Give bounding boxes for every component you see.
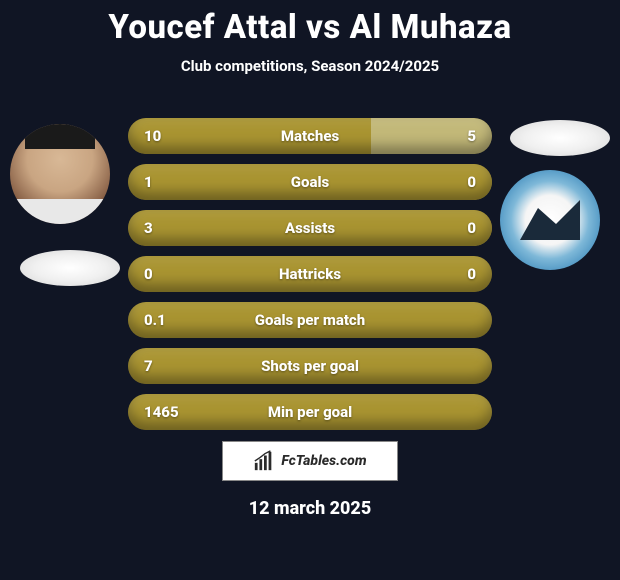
comparison-bars: 10Matches51Goals03Assists00Hattricks00.1… (128, 118, 492, 440)
footer-logo[interactable]: FcTables.com (222, 441, 398, 481)
stat-label: Goals (204, 173, 416, 191)
stat-bar: 7Shots per goal (128, 348, 492, 384)
page-subtitle: Club competitions, Season 2024/2025 (0, 57, 620, 75)
stat-value-left: 0.1 (144, 311, 204, 329)
stat-value-left: 1 (144, 173, 204, 191)
stat-label: Assists (204, 219, 416, 237)
stat-label: Hattricks (204, 265, 416, 283)
stat-value-left: 7 (144, 357, 204, 375)
stat-value-left: 1465 (144, 403, 204, 421)
stat-bar: 3Assists0 (128, 210, 492, 246)
ellipse-icon (510, 120, 610, 156)
stat-value-right: 0 (416, 173, 476, 191)
stat-value-right: 0 (416, 219, 476, 237)
ellipse-icon (20, 250, 120, 286)
stat-bar: 1Goals0 (128, 164, 492, 200)
stat-bar: 0Hattricks0 (128, 256, 492, 292)
player2-club-badge (500, 170, 600, 270)
footer-date: 12 march 2025 (0, 498, 620, 519)
player2-ellipse (510, 120, 610, 156)
chart-icon (253, 450, 275, 472)
stat-value-right: 5 (416, 127, 476, 145)
comparison-card: Youcef Attal vs Al Muhaza Club competiti… (0, 0, 620, 580)
stat-label: Goals per match (204, 311, 416, 329)
stat-value-left: 3 (144, 219, 204, 237)
player1-avatar (10, 124, 110, 224)
stat-value-left: 10 (144, 127, 204, 145)
page-title: Youcef Attal vs Al Muhaza (0, 0, 620, 47)
stat-bar: 0.1Goals per match (128, 302, 492, 338)
player1-face-icon (10, 124, 110, 224)
player1-club-ellipse (20, 250, 120, 286)
stat-value-right: 0 (416, 265, 476, 283)
stat-label: Matches (204, 127, 416, 145)
stat-bar: 1465Min per goal (128, 394, 492, 430)
stat-bar: 10Matches5 (128, 118, 492, 154)
footer-logo-text: FcTables.com (281, 453, 366, 469)
stat-label: Min per goal (204, 403, 416, 421)
stat-value-left: 0 (144, 265, 204, 283)
club-badge-icon (500, 170, 600, 270)
stat-label: Shots per goal (204, 357, 416, 375)
